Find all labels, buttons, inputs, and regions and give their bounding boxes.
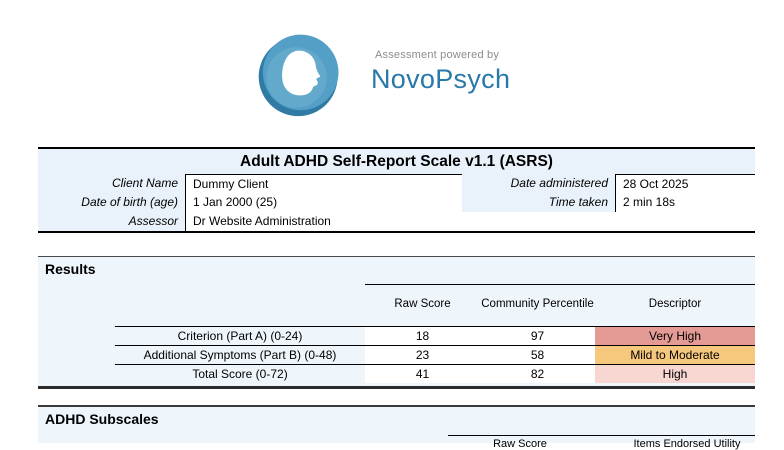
percentile-value: 58	[480, 346, 595, 364]
row-label: Total Score (0-72)	[192, 367, 288, 381]
results-table-header-rule	[365, 284, 755, 285]
column-header-community-percentile: Community Percentile	[481, 298, 594, 311]
results-section: Results Raw Score Community Percentile D…	[38, 256, 755, 389]
percentile-value: 97	[480, 327, 595, 345]
results-column-headers: Raw Score Community Percentile Descripto…	[365, 286, 755, 324]
date-of-birth-value: 1 Jan 2000 (25)	[185, 193, 462, 212]
column-header-descriptor: Descriptor	[648, 298, 702, 311]
raw-score-value: 18	[365, 327, 480, 345]
assessor-value: Dr Website Administration	[185, 212, 755, 231]
report-title: Adult ADHD Self-Report Scale v1.1 (ASRS)	[38, 149, 755, 174]
results-table-rows: Criterion (Part A) (0-24) 18 97 Very Hig…	[115, 326, 755, 383]
time-taken-label: Time taken	[462, 193, 615, 212]
table-row: Total Score (0-72) 41 82 High	[115, 364, 755, 383]
adhd-subscales-heading: ADHD Subscales	[45, 411, 159, 427]
table-row: Additional Symptoms (Part B) (0-48) 23 5…	[115, 345, 755, 364]
adhd-subscales-section: ADHD Subscales Raw Score Items Endorsed …	[38, 405, 755, 450]
novopsych-logo-header: Assessment powered by NovoPsych	[257, 33, 557, 123]
novopsych-logo-icon	[258, 34, 339, 117]
time-taken-value: 2 min 18s	[615, 193, 755, 212]
descriptor-badge: High	[595, 365, 755, 383]
subscales-column-header-raw-score: Raw Score	[493, 438, 547, 450]
row-label: Criterion (Part A) (0-24)	[177, 329, 303, 343]
client-info-block: Adult ADHD Self-Report Scale v1.1 (ASRS)…	[38, 147, 755, 233]
table-row: Criterion (Part A) (0-24) 18 97 Very Hig…	[115, 326, 755, 345]
column-header-raw-score: Raw Score	[394, 298, 451, 311]
results-heading: Results	[45, 261, 96, 277]
subscales-column-header-items: Items Endorsed Utility	[633, 438, 741, 450]
logo-brand-name: NovoPsych	[371, 64, 511, 94]
client-info-table: Client Name Dummy Client Date administer…	[38, 174, 755, 231]
assessor-label: Assessor	[38, 212, 185, 231]
logo-tagline: Assessment powered by	[375, 49, 500, 61]
date-administered-label: Date administered	[462, 174, 615, 193]
date-administered-value: 28 Oct 2025	[615, 174, 755, 193]
client-name-label: Client Name	[38, 174, 185, 193]
date-of-birth-label: Date of birth (age)	[38, 193, 185, 212]
percentile-value: 82	[480, 365, 595, 383]
raw-score-value: 41	[365, 365, 480, 383]
raw-score-value: 23	[365, 346, 480, 364]
row-label: Additional Symptoms (Part B) (0-48)	[143, 348, 337, 362]
client-name-value: Dummy Client	[185, 174, 462, 193]
descriptor-badge: Very High	[595, 327, 755, 345]
descriptor-badge: Mild to Moderate	[595, 346, 755, 364]
subscales-table-header-rule	[448, 435, 755, 436]
